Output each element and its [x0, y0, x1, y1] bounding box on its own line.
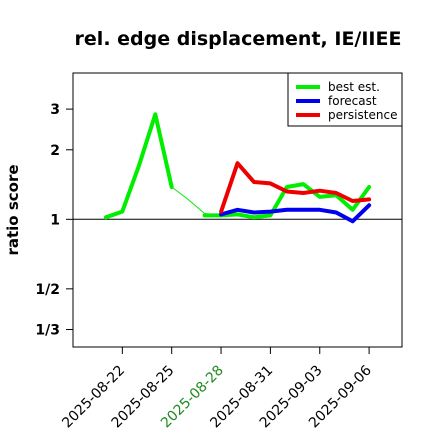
x-axis: 2025-08-222025-08-252025-08-282025-08-31…	[59, 347, 375, 431]
series-group	[103, 112, 372, 224]
y-tick-label: 1/2	[35, 282, 60, 298]
y-tick-label: 2	[50, 143, 60, 159]
chart-title: rel. edge displacement, IE/IIEE	[75, 28, 402, 50]
legend-label: best est.	[328, 80, 380, 94]
y-tick-label: 3	[50, 102, 60, 118]
y-tick-label: 1	[50, 212, 60, 228]
series-line-segment-2	[202, 182, 372, 220]
y-axis-label: ratio score	[4, 164, 22, 255]
plot-frame	[72, 72, 403, 348]
series-line-segment-1	[171, 186, 222, 216]
legend-label: forecast	[328, 94, 377, 108]
series-line-best-est	[103, 112, 174, 220]
series-line-forecast	[219, 203, 372, 224]
series-line-persistence	[219, 161, 372, 214]
y-axis: 3 2 1 1/2 1/3	[35, 102, 73, 339]
legend-label: persistence	[328, 108, 397, 122]
y-tick-label: 1/3	[35, 323, 60, 339]
